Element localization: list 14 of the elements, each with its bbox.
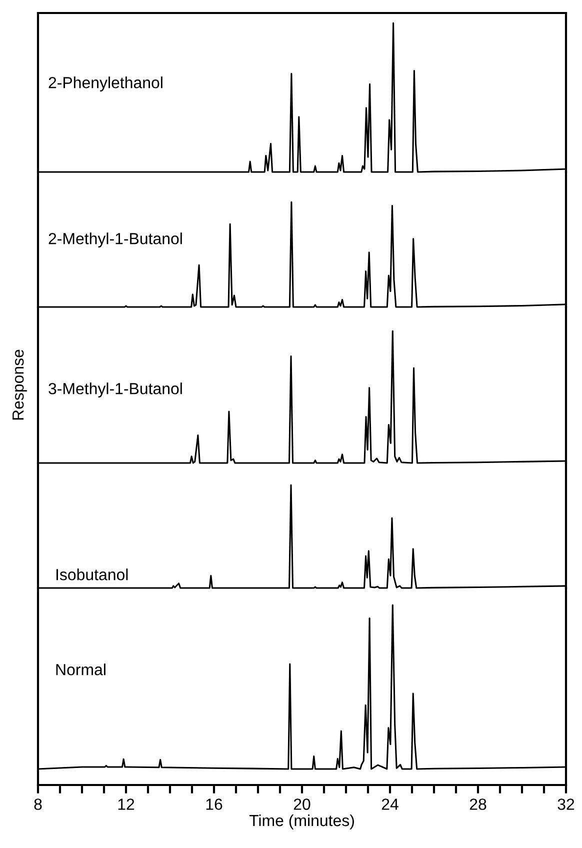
text: 3-Methyl-1-Butanol xyxy=(48,382,182,398)
y-axis-title: Response xyxy=(12,350,27,420)
series-label: 2-Methyl-1-Butanol xyxy=(48,232,182,248)
x-tick-label: 24 xyxy=(382,798,398,810)
x-tick-label: 8 xyxy=(34,798,42,810)
x-tick-label: 20 xyxy=(294,798,310,810)
text: 2-Phenylethanol xyxy=(48,76,162,92)
x-tick-label: 32 xyxy=(558,798,574,810)
x-tick-label: 16 xyxy=(206,798,222,810)
x-tick-label: 28 xyxy=(470,798,486,810)
text: Normal xyxy=(56,664,106,676)
series-label: Isobutanol xyxy=(56,568,128,580)
x-tick-label: 12 xyxy=(118,798,134,810)
x-axis-title: Time (minutes) xyxy=(249,814,354,830)
